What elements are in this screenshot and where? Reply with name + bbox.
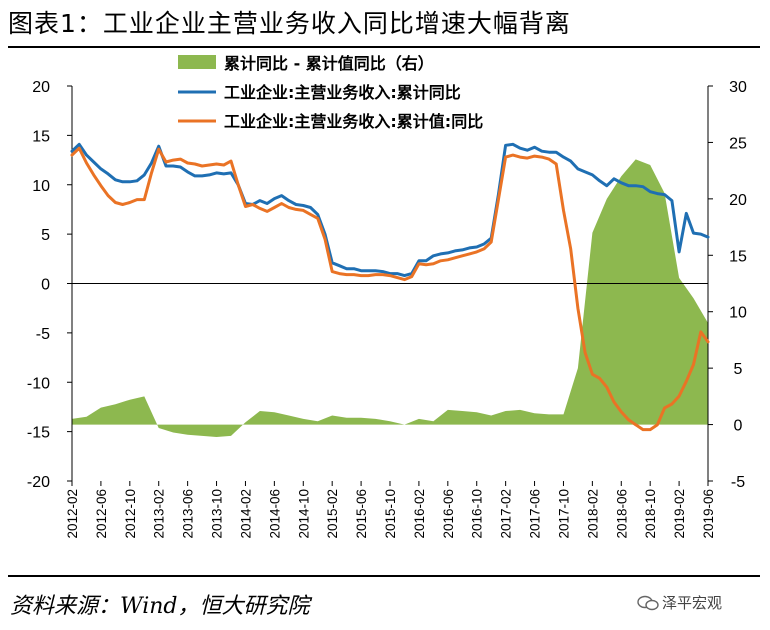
left-tick-label: -5 <box>36 326 50 343</box>
x-tick-label: 2015-02 <box>325 489 340 539</box>
x-tick-label: 2018-02 <box>585 489 600 539</box>
area-layer <box>72 159 708 437</box>
left-tick-label: 5 <box>41 227 50 244</box>
line-layer <box>70 142 710 432</box>
footer-rule <box>8 575 760 577</box>
x-tick-label: 2015-06 <box>354 489 369 539</box>
right-tick-label: 0 <box>734 418 743 435</box>
area-series-diff <box>72 159 708 437</box>
x-tick-label: 2019-02 <box>672 489 687 539</box>
x-tick-label: 2016-02 <box>412 489 427 539</box>
x-tick-label: 2019-06 <box>701 489 716 539</box>
legend-label-blue: 工业企业:主营业务收入:累计同比 <box>224 83 461 102</box>
left-tick-label: 15 <box>32 128 50 145</box>
x-tick-label: 2015-10 <box>383 489 398 539</box>
wechat-icon <box>637 595 659 611</box>
legend-swatch-area <box>178 55 216 69</box>
x-tick-label: 2013-02 <box>152 489 167 539</box>
left-tick-label: -15 <box>27 425 50 442</box>
right-tick-label: 25 <box>729 135 747 152</box>
left-tick-label: -10 <box>27 375 50 392</box>
line-series-blue <box>70 142 710 278</box>
title-rule <box>8 46 760 48</box>
x-tick-label: 2014-02 <box>239 489 254 539</box>
x-tick-label: 2012-02 <box>65 489 80 539</box>
legend-label-area: 累计同比 - 累计值同比（右） <box>224 54 434 73</box>
legend: 累计同比 - 累计值同比（右） 工业企业:主营业务收入:累计同比 工业企业:主营… <box>178 54 483 131</box>
x-tick-label: 2013-10 <box>210 489 225 539</box>
watermark-text: 泽平宏观 <box>662 594 723 612</box>
x-tick-label: 2017-06 <box>528 489 543 539</box>
x-tick-label: 2016-06 <box>441 489 456 539</box>
x-tick-label: 2012-06 <box>94 489 109 539</box>
right-tick-label: 20 <box>729 192 747 209</box>
x-tick-label: 2012-10 <box>123 489 138 539</box>
right-tick-label: 5 <box>734 361 743 378</box>
source-note: 资料来源：Wind，恒大研究院 <box>10 594 310 619</box>
chart: 20 15 10 5 0 -5 -10 -15 -20 30 25 20 15 10 5 0 -5 2012-02… <box>27 54 747 539</box>
x-tick-label: 2018-10 <box>643 489 658 539</box>
right-tick-label: 30 <box>729 79 747 96</box>
x-tick-label: 2013-06 <box>181 489 196 539</box>
x-tick-label: 2014-06 <box>267 489 282 539</box>
right-tick-label: 10 <box>729 305 747 322</box>
axis-layer: 20 15 10 5 0 -5 -10 -15 -20 30 25 20 15 10 5 0 -5 2012-02… <box>27 79 747 539</box>
x-tick-label: 2014-10 <box>296 489 311 539</box>
right-tick-label: 15 <box>729 248 747 265</box>
left-tick-label: 0 <box>41 277 50 294</box>
legend-label-orange: 工业企业:主营业务收入:累计值:同比 <box>224 112 483 131</box>
x-tick-label: 2016-10 <box>470 489 485 539</box>
left-tick-label: 20 <box>32 79 50 96</box>
line-series-orange <box>70 146 710 432</box>
left-tick-label: 10 <box>32 178 50 195</box>
right-tick-label: -5 <box>731 474 745 491</box>
x-tick-label: 2017-02 <box>499 489 514 539</box>
watermark: 泽平宏观 <box>637 592 722 613</box>
chart-title: 图表1：工业企业主营业务收入同比增速大幅背离 <box>8 9 571 38</box>
x-tick-label: 2017-10 <box>557 489 572 539</box>
x-tick-label: 2018-06 <box>614 489 629 539</box>
left-tick-label: -20 <box>27 474 50 491</box>
